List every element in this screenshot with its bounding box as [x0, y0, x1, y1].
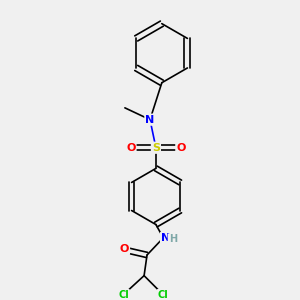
- Text: O: O: [120, 244, 129, 254]
- Text: O: O: [126, 143, 136, 153]
- Text: Cl: Cl: [118, 290, 129, 300]
- Text: S: S: [152, 143, 160, 153]
- Text: N: N: [161, 233, 170, 243]
- Text: O: O: [176, 143, 186, 153]
- Text: N: N: [146, 115, 154, 125]
- Text: H: H: [169, 234, 177, 244]
- Text: Cl: Cl: [158, 290, 169, 300]
